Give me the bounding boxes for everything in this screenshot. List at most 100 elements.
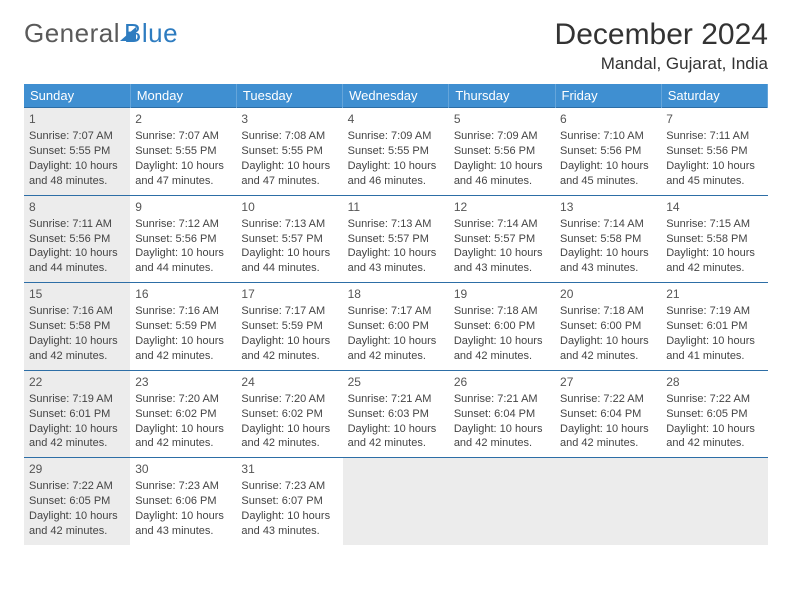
day-header: Sunday [24,84,130,108]
day-number: 28 [666,374,762,390]
day-number: 11 [348,199,444,215]
calendar-cell: 11 Sunrise: 7:13 AMSunset: 5:57 PMDayligh… [343,195,449,283]
cell-sunrise: Sunrise: 7:07 AM [135,129,231,144]
cell-sunrise: Sunrise: 7:13 AM [241,217,337,232]
cell-sunset: Sunset: 5:59 PM [135,319,231,334]
calendar-cell: 22Sunrise: 7:19 AMSunset: 6:01 PMDayligh… [24,370,130,458]
calendar-cell: 5Sunrise: 7:09 AMSunset: 5:56 PMDaylight… [449,108,555,196]
cell-sunset: Sunset: 5:57 PM [454,232,550,247]
day-number: 13 [560,199,656,215]
calendar-week-row: 22Sunrise: 7:19 AMSunset: 6:01 PMDayligh… [24,370,768,458]
calendar-cell: 15Sunrise: 7:16 AMSunset: 5:58 PMDayligh… [24,283,130,371]
calendar-cell: 1Sunrise: 7:07 AMSunset: 5:55 PMDaylight… [24,108,130,196]
calendar-header-row: SundayMondayTuesdayWednesdayThursdayFrid… [24,84,768,108]
cell-sunrise: Sunrise: 7:11 AM [666,129,762,144]
cell-sunset: Sunset: 5:56 PM [135,232,231,247]
cell-daylight: Daylight: 10 hours and 42 minutes. [454,422,550,452]
cell-daylight: Daylight: 10 hours and 47 minutes. [135,159,231,189]
cell-sunset: Sunset: 6:01 PM [666,319,762,334]
day-number: 2 [135,111,231,127]
day-number: 22 [29,374,125,390]
cell-sunset: Sunset: 6:00 PM [348,319,444,334]
day-number: 23 [135,374,231,390]
cell-daylight: Daylight: 10 hours and 45 minutes. [666,159,762,189]
cell-sunrise: Sunrise: 7:17 AM [348,304,444,319]
cell-sunrise: Sunrise: 7:14 AM [560,217,656,232]
cell-sunset: Sunset: 5:56 PM [560,144,656,159]
cell-sunrise: Sunrise: 7:13 AM [348,217,444,232]
cell-sunset: Sunset: 5:57 PM [348,232,444,247]
cell-daylight: Daylight: 10 hours and 42 minutes. [560,334,656,364]
cell-sunrise: Sunrise: 7:23 AM [135,479,231,494]
cell-sunset: Sunset: 6:00 PM [454,319,550,334]
day-number: 27 [560,374,656,390]
cell-daylight: Daylight: 10 hours and 42 minutes. [348,334,444,364]
day-number: 12 [454,199,550,215]
calendar-cell: 31Sunrise: 7:23 AMSunset: 6:07 PMDayligh… [236,458,342,545]
calendar-cell-empty [343,458,449,545]
cell-sunset: Sunset: 5:58 PM [560,232,656,247]
cell-sunrise: Sunrise: 7:09 AM [454,129,550,144]
cell-sunset: Sunset: 6:02 PM [135,407,231,422]
cell-daylight: Daylight: 10 hours and 45 minutes. [560,159,656,189]
cell-sunrise: Sunrise: 7:16 AM [29,304,125,319]
day-number: 20 [560,286,656,302]
cell-daylight: Daylight: 10 hours and 42 minutes. [348,422,444,452]
calendar-cell: 14Sunrise: 7:15 AMSunset: 5:58 PMDayligh… [661,195,767,283]
cell-daylight: Daylight: 10 hours and 47 minutes. [241,159,337,189]
cell-sunset: Sunset: 6:02 PM [241,407,337,422]
calendar-cell-empty [661,458,767,545]
day-number: 29 [29,461,125,477]
cell-daylight: Daylight: 10 hours and 42 minutes. [241,334,337,364]
cell-daylight: Daylight: 10 hours and 43 minutes. [135,509,231,539]
cell-daylight: Daylight: 10 hours and 42 minutes. [666,422,762,452]
day-header: Monday [130,84,236,108]
calendar-cell-empty [449,458,555,545]
day-header: Tuesday [236,84,342,108]
calendar-cell: 12Sunrise: 7:14 AMSunset: 5:57 PMDayligh… [449,195,555,283]
cell-daylight: Daylight: 10 hours and 42 minutes. [29,334,125,364]
cell-sunrise: Sunrise: 7:20 AM [241,392,337,407]
cell-sunrise: Sunrise: 7:14 AM [454,217,550,232]
cell-daylight: Daylight: 10 hours and 43 minutes. [348,246,444,276]
logo-text-general: General [24,18,120,49]
location: Mandal, Gujarat, India [555,54,768,74]
calendar-cell: 6Sunrise: 7:10 AMSunset: 5:56 PMDaylight… [555,108,661,196]
cell-sunrise: Sunrise: 7:18 AM [560,304,656,319]
cell-daylight: Daylight: 10 hours and 42 minutes. [29,509,125,539]
cell-daylight: Daylight: 10 hours and 46 minutes. [348,159,444,189]
calendar-week-row: 15Sunrise: 7:16 AMSunset: 5:58 PMDayligh… [24,283,768,371]
day-header: Friday [555,84,661,108]
cell-sunrise: Sunrise: 7:15 AM [666,217,762,232]
cell-sunset: Sunset: 6:01 PM [29,407,125,422]
cell-sunset: Sunset: 5:59 PM [241,319,337,334]
cell-daylight: Daylight: 10 hours and 48 minutes. [29,159,125,189]
logo-text-blue: Blue [124,18,178,49]
calendar-cell: 13Sunrise: 7:14 AMSunset: 5:58 PMDayligh… [555,195,661,283]
cell-daylight: Daylight: 10 hours and 42 minutes. [241,422,337,452]
calendar-table: SundayMondayTuesdayWednesdayThursdayFrid… [24,84,768,545]
cell-sunset: Sunset: 6:07 PM [241,494,337,509]
cell-daylight: Daylight: 10 hours and 42 minutes. [666,246,762,276]
calendar-cell: 17Sunrise: 7:17 AMSunset: 5:59 PMDayligh… [236,283,342,371]
cell-sunset: Sunset: 6:00 PM [560,319,656,334]
day-number: 25 [348,374,444,390]
cell-sunset: Sunset: 5:57 PM [241,232,337,247]
day-number: 9 [135,199,231,215]
day-number: 6 [560,111,656,127]
cell-sunset: Sunset: 6:04 PM [560,407,656,422]
cell-sunrise: Sunrise: 7:22 AM [29,479,125,494]
cell-sunset: Sunset: 5:56 PM [666,144,762,159]
cell-daylight: Daylight: 10 hours and 46 minutes. [454,159,550,189]
calendar-cell: 28Sunrise: 7:22 AMSunset: 6:05 PMDayligh… [661,370,767,458]
cell-sunset: Sunset: 5:58 PM [666,232,762,247]
day-number: 21 [666,286,762,302]
cell-sunrise: Sunrise: 7:07 AM [29,129,125,144]
cell-daylight: Daylight: 10 hours and 42 minutes. [560,422,656,452]
day-number: 8 [29,199,125,215]
cell-sunrise: Sunrise: 7:19 AM [666,304,762,319]
calendar-cell: 27Sunrise: 7:22 AMSunset: 6:04 PMDayligh… [555,370,661,458]
cell-sunrise: Sunrise: 7:17 AM [241,304,337,319]
cell-sunset: Sunset: 5:56 PM [29,232,125,247]
calendar-cell: 10Sunrise: 7:13 AMSunset: 5:57 PMDayligh… [236,195,342,283]
